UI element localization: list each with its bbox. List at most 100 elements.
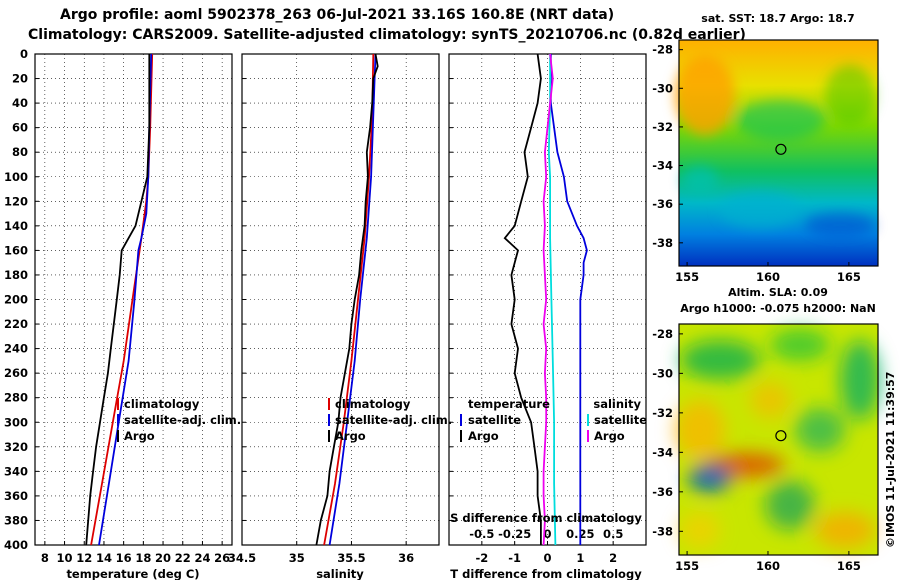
depth-tick-label: 360: [4, 489, 28, 503]
legend-temperature-title: temperature: [468, 397, 550, 411]
series-argo: [85, 54, 151, 546]
depth-tick-label: 400: [4, 538, 28, 552]
argo-location-marker: [775, 143, 787, 155]
depth-tick-label: 280: [4, 391, 28, 405]
legend-climatology: climatology: [335, 397, 411, 411]
series-s-argo: [542, 53, 554, 546]
x-tick-label: 12: [76, 551, 92, 565]
lat-tick-label: -30: [652, 81, 673, 95]
s-difference-label: S difference from climatology: [450, 511, 642, 525]
lon-tick-label: 165: [837, 559, 861, 573]
x-tick-label: -1: [508, 551, 521, 565]
temperature-legend: climatology satellite-adj. clim. Argo: [117, 397, 241, 443]
x-tick-label: 0: [543, 551, 551, 565]
sla-map-title-line2: Argo h1000: -0.075 h2000: NaN: [680, 302, 876, 315]
legend-s-satellite: satellite: [594, 413, 647, 427]
series-climatology: [323, 53, 375, 546]
x-tick-label: 1: [576, 551, 584, 565]
depth-tick-label: 20: [12, 72, 28, 86]
depth-tick-label: 220: [4, 317, 28, 331]
x-tick-label: 22: [175, 551, 191, 565]
x-tick-label: 2: [609, 551, 617, 565]
x-tick-label: 35: [289, 551, 305, 565]
lon-tick-label: 155: [675, 270, 699, 284]
depth-tick-label: 380: [4, 513, 28, 527]
x-tick-label: 18: [135, 551, 151, 565]
s-diff-tick-label: 0.5: [603, 527, 623, 541]
x-tick-label: 8: [41, 551, 49, 565]
lat-tick-label: -32: [652, 406, 673, 420]
x-tick-label: 36: [398, 551, 414, 565]
legend-climatology: climatology: [124, 397, 200, 411]
x-tick-label: 14: [96, 551, 112, 565]
x-tick-label: 16: [116, 551, 132, 565]
figure-title-line1: Argo profile: aoml 5902378_263 06-Jul-20…: [60, 7, 614, 23]
salinity-xlabel: salinity: [316, 567, 364, 580]
depth-tick-label: 120: [4, 194, 28, 208]
series-s-satellite: [547, 54, 557, 546]
depth-tick-label: 60: [12, 121, 28, 135]
legend-satellite-adj: satellite-adj. clim.: [335, 413, 452, 427]
series-t-satellite: [549, 54, 588, 545]
x-tick-label: -2: [475, 551, 488, 565]
series-satellite-adj-clim-: [328, 53, 377, 546]
depth-tick-label: 100: [4, 170, 28, 184]
lat-tick-label: -32: [652, 120, 673, 134]
sst-map: 155 160 165 -28 -30 -32 -34 -36 -38: [652, 39, 879, 284]
x-tick-label: 24: [194, 551, 210, 565]
difference-xlabel: T difference from climatology: [450, 567, 642, 580]
depth-tick-label: 300: [4, 415, 28, 429]
sla-map-title-line1: Altim. SLA: 0.09: [728, 286, 828, 299]
depth-tick-label: 200: [4, 293, 28, 307]
legend-argo: Argo: [124, 429, 155, 443]
s-diff-tick-label: -0.25: [498, 527, 531, 541]
legend-salinity-title: salinity: [593, 397, 641, 411]
lat-tick-label: -36: [652, 485, 673, 499]
lon-tick-label: 160: [756, 559, 780, 573]
imos-credit: ©IMOS 11-Jul-2021 11:39:57: [884, 372, 897, 548]
lat-tick-label: -38: [652, 236, 673, 250]
depth-tick-label: 180: [4, 268, 28, 282]
depth-tick-label: 340: [4, 464, 28, 478]
temperature-panel: [34, 53, 233, 546]
lat-tick-label: -30: [652, 366, 673, 380]
lon-tick-label: 165: [837, 270, 861, 284]
lon-tick-label: 155: [675, 559, 699, 573]
x-tick-label: 35.5: [337, 551, 365, 565]
depth-tick-label: 80: [12, 145, 28, 159]
lat-tick-label: -28: [652, 43, 673, 57]
lat-tick-label: -28: [652, 327, 673, 341]
depth-tick-label: 140: [4, 219, 28, 233]
series-argo: [315, 53, 379, 546]
argo-location-marker: [775, 430, 787, 442]
depth-tick-label: 240: [4, 342, 28, 356]
s-diff-tick-label: -0.5: [469, 527, 494, 541]
lon-tick-label: 160: [756, 270, 780, 284]
difference-legend: temperature satellite Argo salinity sate…: [460, 397, 647, 443]
sst-map-title: sat. SST: 18.7 Argo: 18.7: [701, 12, 854, 25]
depth-tick-label: 260: [4, 366, 28, 380]
salinity-legend: climatology satellite-adj. clim. Argo: [328, 397, 452, 443]
x-tick-label: 10: [57, 551, 73, 565]
lat-tick-label: -36: [652, 197, 673, 211]
legend-t-argo: Argo: [468, 429, 499, 443]
legend-satellite-adj: satellite-adj. clim.: [124, 413, 241, 427]
depth-tick-label: 0: [20, 47, 28, 61]
figure-title-line2: Climatology: CARS2009. Satellite-adjuste…: [28, 27, 746, 43]
x-tick-label: 34.5: [228, 551, 256, 565]
depth-tick-label: 320: [4, 440, 28, 454]
sla-map: 155 160 165 -28 -30 -32 -34 -36 -38: [652, 323, 880, 573]
lat-tick-label: -34: [652, 159, 673, 173]
s-diff-tick-label: 0: [543, 527, 551, 541]
depth-tick-label: 40: [12, 96, 28, 110]
lat-tick-label: -38: [652, 524, 673, 538]
series-t-argo: [503, 53, 542, 545]
depth-tick-label: 160: [4, 243, 28, 257]
x-tick-label: 20: [155, 551, 171, 565]
x-tick-label: 26: [214, 551, 230, 565]
lat-tick-label: -34: [652, 445, 673, 459]
temperature-xlabel: temperature (deg C): [66, 567, 199, 580]
legend-t-satellite: satellite: [468, 413, 521, 427]
legend-s-argo: Argo: [594, 429, 625, 443]
